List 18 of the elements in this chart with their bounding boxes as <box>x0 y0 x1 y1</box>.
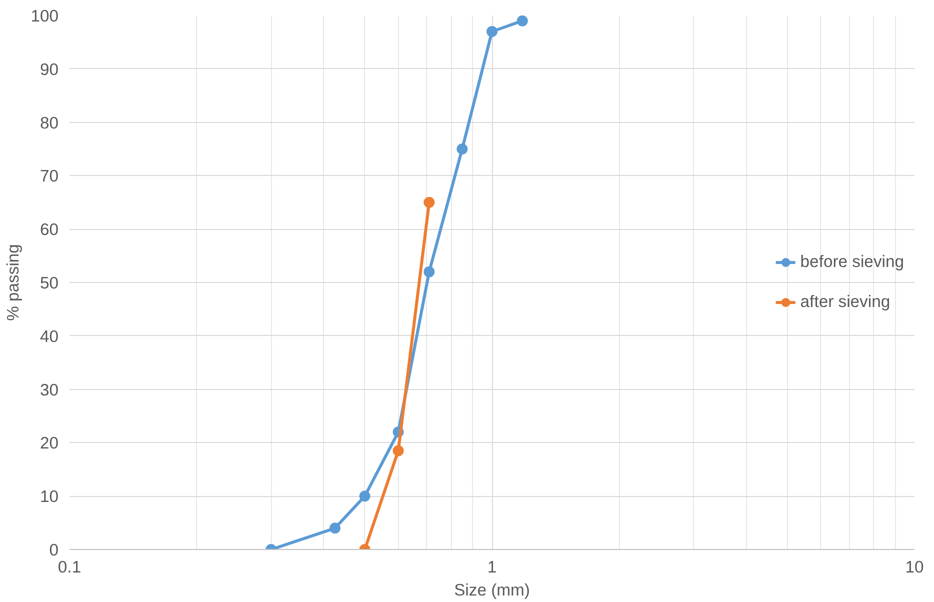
y-tick-label: 90 <box>40 60 59 79</box>
x-tick-label: 0.1 <box>58 558 82 576</box>
y-axis-title: % passing <box>4 244 23 321</box>
y-tick-label: 20 <box>40 434 59 453</box>
y-tick-label: 70 <box>40 166 59 186</box>
y-tick-label: 50 <box>40 274 59 292</box>
x-tick-label: 1 <box>487 558 497 576</box>
legend-label: after sieving <box>800 292 890 312</box>
y-tick-label: 0 <box>49 540 58 560</box>
y-tick-label: 80 <box>40 113 59 132</box>
x-axis-title: Size (mm) <box>454 580 530 600</box>
y-tick-label: 40 <box>40 326 59 346</box>
x-tick-label: 10 <box>905 558 924 576</box>
y-tick-label: 30 <box>40 380 59 400</box>
y-tick-label: 60 <box>40 220 59 240</box>
legend-label: before sieving <box>800 252 904 272</box>
y-tick-label: 100 <box>30 6 59 26</box>
y-tick-label: 10 <box>40 487 59 506</box>
